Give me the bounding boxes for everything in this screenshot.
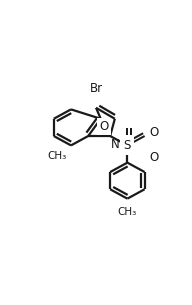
Text: S: S bbox=[124, 139, 131, 152]
Text: CH₃: CH₃ bbox=[47, 151, 66, 161]
Text: Br: Br bbox=[89, 82, 103, 95]
Text: CH₃: CH₃ bbox=[118, 207, 137, 217]
Text: O: O bbox=[99, 120, 109, 133]
Text: O: O bbox=[149, 152, 159, 164]
Text: N: N bbox=[111, 138, 120, 151]
Text: O: O bbox=[149, 126, 159, 139]
